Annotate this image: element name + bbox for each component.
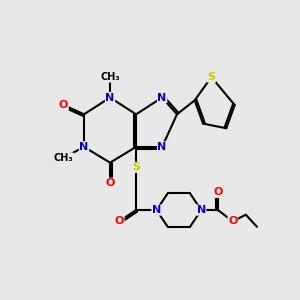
Text: O: O <box>59 100 68 110</box>
Text: S: S <box>207 72 215 82</box>
Text: O: O <box>115 216 124 226</box>
Text: N: N <box>158 93 167 103</box>
Text: N: N <box>158 142 167 152</box>
Text: O: O <box>228 216 238 226</box>
Text: CH₃: CH₃ <box>54 153 74 163</box>
Text: O: O <box>213 188 223 197</box>
Text: O: O <box>105 178 115 188</box>
Text: N: N <box>105 93 115 103</box>
Text: N: N <box>152 205 161 215</box>
Text: N: N <box>80 142 88 152</box>
Text: CH₃: CH₃ <box>100 72 120 82</box>
Text: N: N <box>196 205 206 215</box>
Text: S: S <box>132 162 140 172</box>
